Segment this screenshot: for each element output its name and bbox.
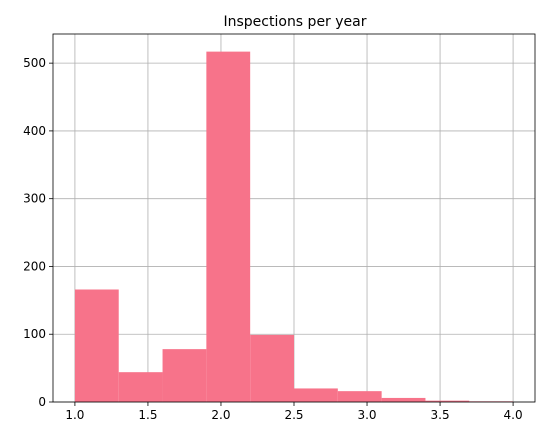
histogram-bar — [118, 372, 163, 402]
y-tick-label: 100 — [23, 327, 46, 341]
y-tick-label: 400 — [23, 124, 46, 138]
histogram-bar — [425, 400, 470, 402]
x-tick-label: 2.5 — [284, 408, 303, 422]
histogram-bar — [162, 349, 207, 402]
x-tick-label: 4.0 — [504, 408, 523, 422]
histogram-bar — [294, 388, 338, 402]
y-tick-label: 200 — [23, 259, 46, 273]
histogram-bar — [381, 397, 426, 402]
x-tick-label: 1.0 — [65, 408, 84, 422]
bars — [74, 51, 514, 402]
x-tick-label: 2.0 — [211, 408, 230, 422]
histogram-bar — [250, 334, 294, 402]
histogram-bar — [74, 289, 119, 402]
y-tick-label: 500 — [23, 56, 46, 70]
ticks: 1.0 1.5 2.0 2.5 3.0 3.5 4.0 0 100 200 300 400 500 — [23, 56, 523, 422]
x-tick-label: 3.0 — [357, 408, 376, 422]
y-tick-label: 300 — [23, 192, 46, 206]
x-tick-label: 1.5 — [138, 408, 157, 422]
histogram-bar — [206, 51, 251, 402]
y-tick-label: 0 — [38, 395, 46, 409]
x-tick-label: 3.5 — [431, 408, 450, 422]
chart-title: Inspections per year — [224, 14, 367, 30]
histogram-bar — [337, 391, 382, 402]
